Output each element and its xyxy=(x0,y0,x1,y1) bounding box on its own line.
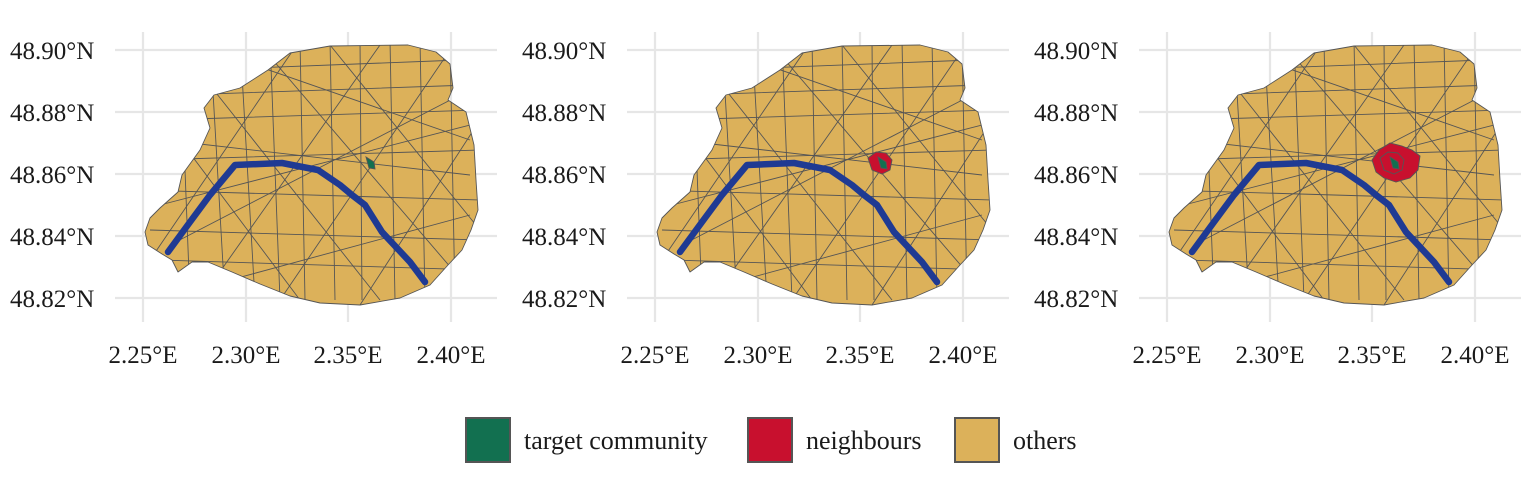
y-tick-label: 48.88°N xyxy=(1034,100,1118,127)
paris-map xyxy=(144,44,479,306)
x-tick-label: 2.40°E xyxy=(416,342,485,369)
y-tick-label: 48.90°N xyxy=(1034,38,1118,65)
y-tick-label: 48.82°N xyxy=(522,286,606,313)
y-tick-label: 48.86°N xyxy=(10,162,94,189)
x-tick-label: 2.30°E xyxy=(1235,342,1304,369)
legend-item-neighbours: neighbours xyxy=(747,417,922,463)
city-area xyxy=(656,44,991,306)
paris-map xyxy=(656,44,991,306)
y-tick-label: 48.90°N xyxy=(522,38,606,65)
legend-label: target community xyxy=(524,426,708,455)
x-tick-label: 2.30°E xyxy=(211,342,280,369)
seine-river xyxy=(164,159,429,286)
x-tick-label: 2.35°E xyxy=(825,342,894,369)
y-tick-label: 48.84°N xyxy=(522,224,606,251)
x-tick-label: 2.25°E xyxy=(620,342,689,369)
legend-swatch-neighbours xyxy=(747,417,793,463)
x-axis-labels: 2.25°E 2.30°E 2.35°E 2.40°E xyxy=(108,342,485,369)
y-tick-label: 48.90°N xyxy=(10,38,94,65)
y-tick-label: 48.86°N xyxy=(522,162,606,189)
panel-3: 48.90°N 48.88°N 48.86°N 48.84°N 48.82°N … xyxy=(1034,32,1521,369)
legend-label: others xyxy=(1013,426,1077,455)
y-tick-label: 48.88°N xyxy=(522,100,606,127)
x-tick-label: 2.35°E xyxy=(313,342,382,369)
y-axis-labels: 48.90°N 48.88°N 48.86°N 48.84°N 48.82°N xyxy=(10,38,94,313)
y-tick-label: 48.82°N xyxy=(10,286,94,313)
panel-2: 48.90°N 48.88°N 48.86°N 48.84°N 48.82°N … xyxy=(522,32,1009,369)
target-community xyxy=(1389,156,1400,170)
y-tick-label: 48.84°N xyxy=(1034,224,1118,251)
x-tick-label: 2.35°E xyxy=(1337,342,1406,369)
target-community xyxy=(877,156,888,170)
x-axis-labels: 2.25°E 2.30°E 2.35°E 2.40°E xyxy=(620,342,997,369)
x-tick-label: 2.25°E xyxy=(108,342,177,369)
y-tick-label: 48.88°N xyxy=(10,100,94,127)
city-area xyxy=(1168,44,1503,306)
legend-item-others: others xyxy=(954,417,1077,463)
y-axis-labels: 48.90°N 48.88°N 48.86°N 48.84°N 48.82°N xyxy=(522,38,606,313)
x-tick-label: 2.40°E xyxy=(1440,342,1509,369)
target-community xyxy=(365,156,376,170)
x-tick-label: 2.40°E xyxy=(928,342,997,369)
y-tick-label: 48.84°N xyxy=(10,224,94,251)
panel-1: 48.90°N 48.88°N 48.86°N 48.84°N 48.82°N … xyxy=(10,32,497,369)
seine-river xyxy=(676,159,941,286)
x-axis-labels: 2.25°E 2.30°E 2.35°E 2.40°E xyxy=(1132,342,1509,369)
paris-map xyxy=(1168,44,1503,306)
legend-label: neighbours xyxy=(806,426,922,455)
x-tick-label: 2.25°E xyxy=(1132,342,1201,369)
legend-swatch-others xyxy=(954,417,1000,463)
x-tick-label: 2.30°E xyxy=(723,342,792,369)
legend: target community neighbours others xyxy=(465,417,1077,463)
seine-river xyxy=(1188,159,1453,286)
y-axis-labels: 48.90°N 48.88°N 48.86°N 48.84°N 48.82°N xyxy=(1034,38,1118,313)
y-tick-label: 48.82°N xyxy=(1034,286,1118,313)
city-area xyxy=(144,44,479,306)
y-tick-label: 48.86°N xyxy=(1034,162,1118,189)
legend-swatch-target xyxy=(465,417,511,463)
legend-item-target: target community xyxy=(465,417,708,463)
inner-neighbour-outline xyxy=(1379,151,1405,175)
